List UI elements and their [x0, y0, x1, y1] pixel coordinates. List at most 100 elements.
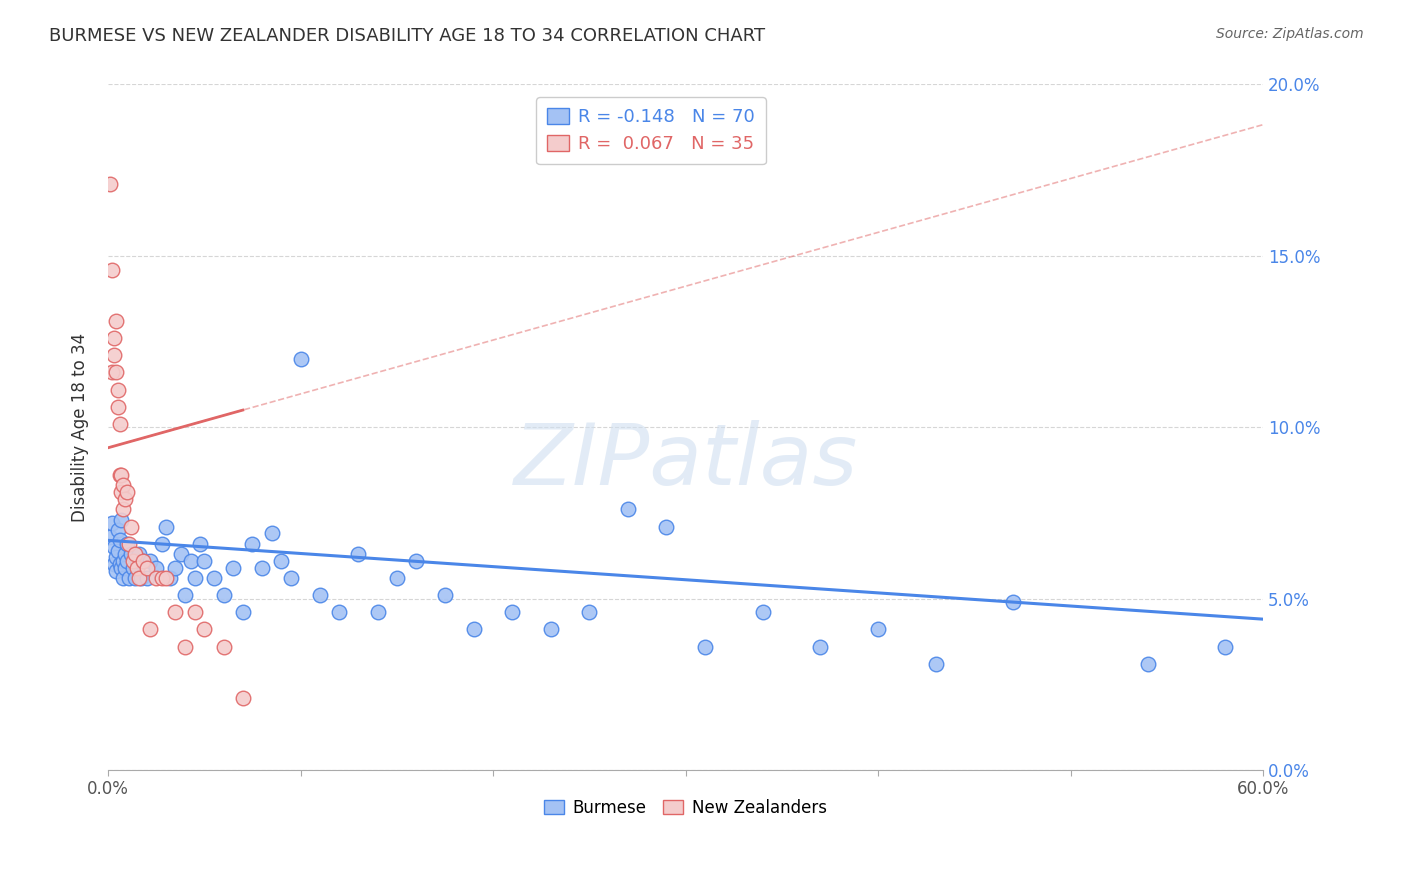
Point — [433, 588, 456, 602]
Point — [250, 561, 273, 575]
Point — [655, 519, 678, 533]
Point — [118, 571, 141, 585]
Point — [463, 623, 485, 637]
Point — [501, 605, 523, 619]
Point — [150, 537, 173, 551]
Point — [108, 417, 131, 431]
Point — [104, 564, 127, 578]
Point — [145, 571, 167, 585]
Point — [693, 640, 716, 654]
Point — [183, 571, 205, 585]
Point — [578, 605, 600, 619]
Point — [101, 365, 124, 379]
Point — [212, 640, 235, 654]
Point — [135, 571, 157, 585]
Point — [280, 571, 302, 585]
Point — [1001, 595, 1024, 609]
Y-axis label: Disability Age 18 to 34: Disability Age 18 to 34 — [72, 333, 89, 522]
Point — [117, 554, 139, 568]
Point — [98, 177, 121, 191]
Point — [107, 383, 129, 397]
Text: BURMESE VS NEW ZEALANDER DISABILITY AGE 18 TO 34 CORRELATION CHART: BURMESE VS NEW ZEALANDER DISABILITY AGE … — [49, 27, 765, 45]
Point — [108, 558, 131, 572]
Point — [125, 554, 148, 568]
Point — [108, 533, 131, 548]
Point — [110, 561, 132, 575]
Point — [110, 468, 132, 483]
Point — [232, 691, 254, 706]
Point — [174, 640, 197, 654]
Point — [260, 526, 283, 541]
Point — [540, 623, 562, 637]
Point — [139, 554, 162, 568]
Point — [925, 657, 948, 671]
Point — [104, 550, 127, 565]
Point — [110, 485, 132, 500]
Point — [180, 554, 202, 568]
Point — [128, 547, 150, 561]
Point — [107, 523, 129, 537]
Point — [222, 561, 245, 575]
Point — [107, 400, 129, 414]
Point — [159, 571, 181, 585]
Point — [751, 605, 773, 619]
Point — [232, 605, 254, 619]
Point — [150, 571, 173, 585]
Point — [617, 502, 640, 516]
Point — [114, 561, 136, 575]
Point — [308, 588, 330, 602]
Point — [112, 554, 135, 568]
Point — [122, 561, 145, 575]
Point — [112, 571, 135, 585]
Point — [117, 537, 139, 551]
Point — [1136, 657, 1159, 671]
Point — [122, 554, 145, 568]
Point — [145, 561, 167, 575]
Point — [290, 351, 312, 366]
Point — [104, 365, 127, 379]
Point — [155, 519, 177, 533]
Point — [124, 571, 146, 585]
Point — [212, 588, 235, 602]
Point — [104, 314, 127, 328]
Point — [124, 547, 146, 561]
Point — [120, 519, 142, 533]
Point — [1213, 640, 1236, 654]
Point — [131, 554, 153, 568]
Point — [190, 537, 212, 551]
Point — [183, 605, 205, 619]
Point — [193, 623, 215, 637]
Point — [193, 554, 215, 568]
Point — [174, 588, 197, 602]
Point — [98, 530, 121, 544]
Point — [112, 478, 135, 492]
Point — [120, 547, 142, 561]
Point — [347, 547, 370, 561]
Point — [129, 571, 152, 585]
Point — [128, 571, 150, 585]
Point — [103, 348, 125, 362]
Point — [170, 547, 193, 561]
Point — [165, 605, 187, 619]
Point — [103, 331, 125, 345]
Point — [868, 623, 890, 637]
Point — [114, 547, 136, 561]
Point — [125, 561, 148, 575]
Point — [155, 571, 177, 585]
Text: Source: ZipAtlas.com: Source: ZipAtlas.com — [1216, 27, 1364, 41]
Point — [242, 537, 264, 551]
Point — [118, 537, 141, 551]
Point — [405, 554, 427, 568]
Point — [108, 468, 131, 483]
Point — [103, 540, 125, 554]
Point — [107, 543, 129, 558]
Point — [117, 485, 139, 500]
Point — [385, 571, 408, 585]
Text: ZIPatlas: ZIPatlas — [513, 420, 858, 503]
Point — [131, 554, 153, 568]
Point — [328, 605, 350, 619]
Legend: Burmese, New Zealanders: Burmese, New Zealanders — [538, 792, 834, 823]
Point — [202, 571, 225, 585]
Point — [112, 502, 135, 516]
Point — [165, 561, 187, 575]
